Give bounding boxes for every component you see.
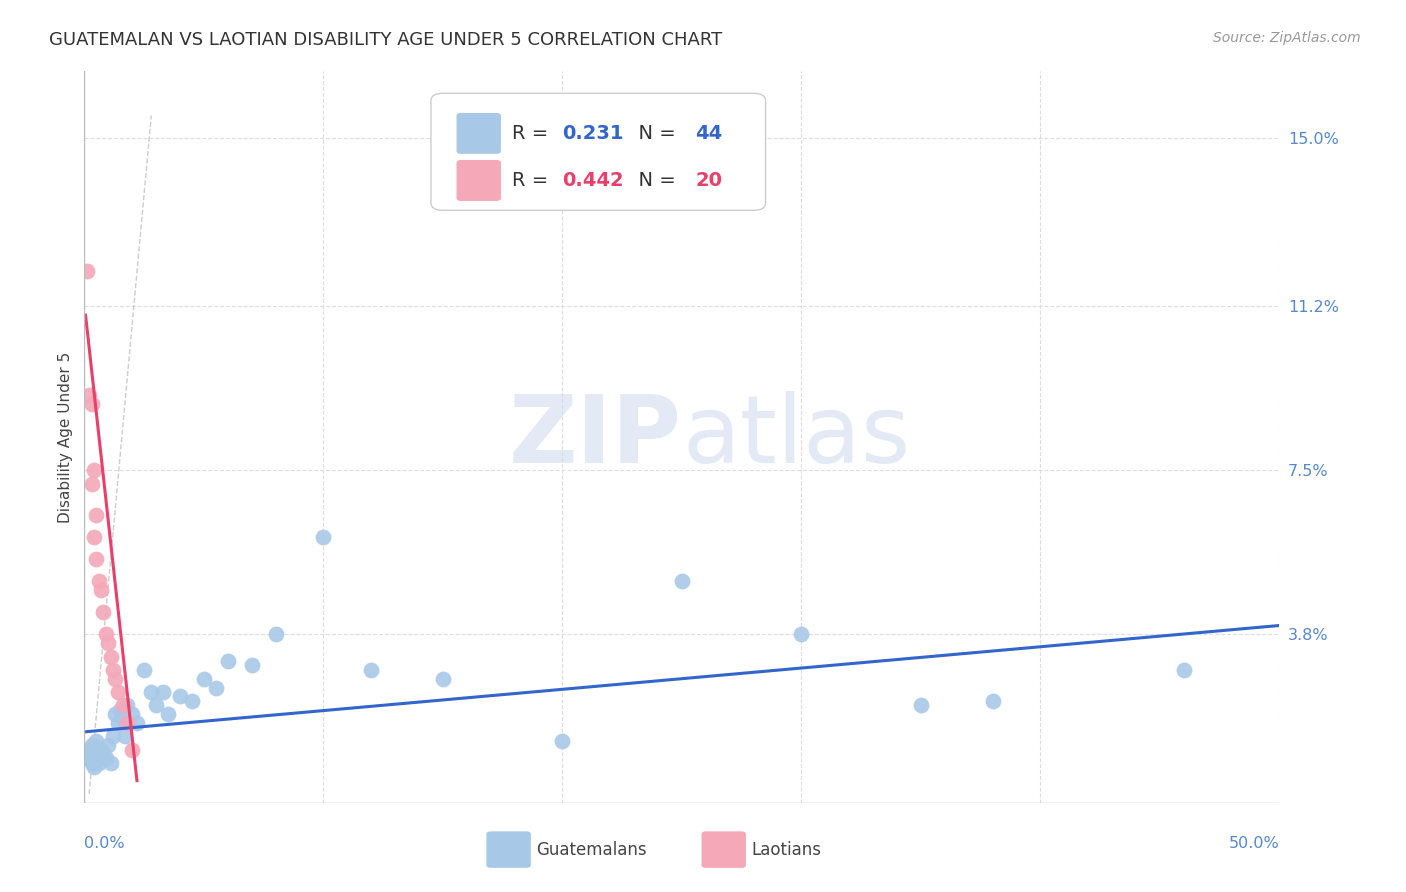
Point (80, 756, 103, 770)
Text: 44: 44 (695, 124, 723, 143)
Point (110, 703, 132, 717)
Text: Laotians: Laotians (751, 841, 821, 859)
Point (981, 694, 1004, 708)
Point (90, 582, 112, 597)
Point (76, 264, 98, 278)
Point (80, 476, 103, 491)
Text: 0.442: 0.442 (562, 171, 624, 190)
Point (86, 552, 108, 566)
Point (141, 685, 163, 699)
FancyBboxPatch shape (457, 161, 501, 200)
Point (132, 663, 156, 677)
Point (76, 751, 98, 765)
Point (107, 685, 129, 699)
Text: N =: N = (626, 124, 682, 143)
Point (90, 742, 112, 756)
Point (97, 636, 120, 650)
Point (193, 672, 215, 686)
Text: 50.0%: 50.0% (1229, 836, 1279, 851)
Point (80, 397, 103, 411)
Point (100, 649, 122, 664)
Point (205, 681, 228, 695)
Point (86, 751, 108, 765)
Point (790, 627, 813, 641)
Text: R =: R = (512, 171, 555, 190)
Point (87, 574, 110, 589)
Point (104, 672, 127, 686)
Point (125, 716, 148, 731)
Point (671, 574, 693, 589)
Point (240, 658, 263, 673)
Point (77, 742, 100, 756)
Point (181, 694, 204, 708)
Point (360, 663, 382, 677)
FancyBboxPatch shape (486, 832, 530, 867)
Y-axis label: Disability Age Under 5: Disability Age Under 5 (58, 351, 73, 523)
Point (169, 690, 191, 704)
Point (312, 530, 335, 544)
Point (114, 729, 136, 743)
Point (111, 698, 134, 713)
Point (83, 760, 105, 774)
Point (94, 627, 117, 641)
Point (910, 698, 932, 713)
Point (104, 707, 127, 722)
Point (145, 698, 167, 713)
FancyBboxPatch shape (702, 832, 745, 867)
Point (551, 733, 574, 747)
Text: 0.231: 0.231 (562, 124, 624, 143)
Point (121, 707, 143, 722)
Point (93, 747, 115, 761)
Point (117, 698, 139, 713)
Text: ZIP: ZIP (509, 391, 682, 483)
Point (111, 712, 134, 726)
Point (117, 716, 139, 731)
Text: 0.0%: 0.0% (84, 836, 125, 851)
Point (101, 663, 124, 677)
Point (107, 716, 129, 731)
Point (87, 756, 110, 770)
Text: Guatemalans: Guatemalans (536, 841, 647, 859)
Point (83, 530, 105, 544)
Point (97, 738, 120, 752)
Point (86, 733, 108, 747)
Point (217, 654, 239, 668)
Point (100, 756, 122, 770)
FancyBboxPatch shape (432, 94, 766, 211)
Text: atlas: atlas (682, 391, 910, 483)
Text: Source: ZipAtlas.com: Source: ZipAtlas.com (1213, 31, 1361, 45)
Text: 20: 20 (695, 171, 723, 190)
Point (432, 672, 454, 686)
Point (94, 751, 117, 765)
Point (1173, 663, 1195, 677)
Point (83, 747, 105, 761)
Point (152, 685, 174, 699)
Text: R =: R = (512, 124, 555, 143)
Point (93, 605, 115, 619)
Point (157, 707, 180, 722)
Point (264, 627, 287, 641)
Point (121, 742, 143, 756)
FancyBboxPatch shape (457, 113, 501, 153)
Text: N =: N = (626, 171, 682, 190)
Text: GUATEMALAN VS LAOTIAN DISABILITY AGE UNDER 5 CORRELATION CHART: GUATEMALAN VS LAOTIAN DISABILITY AGE UND… (49, 31, 723, 49)
Point (86, 508, 108, 522)
Point (80, 738, 103, 752)
Point (83, 463, 105, 477)
Point (101, 729, 124, 743)
Point (77, 388, 100, 402)
